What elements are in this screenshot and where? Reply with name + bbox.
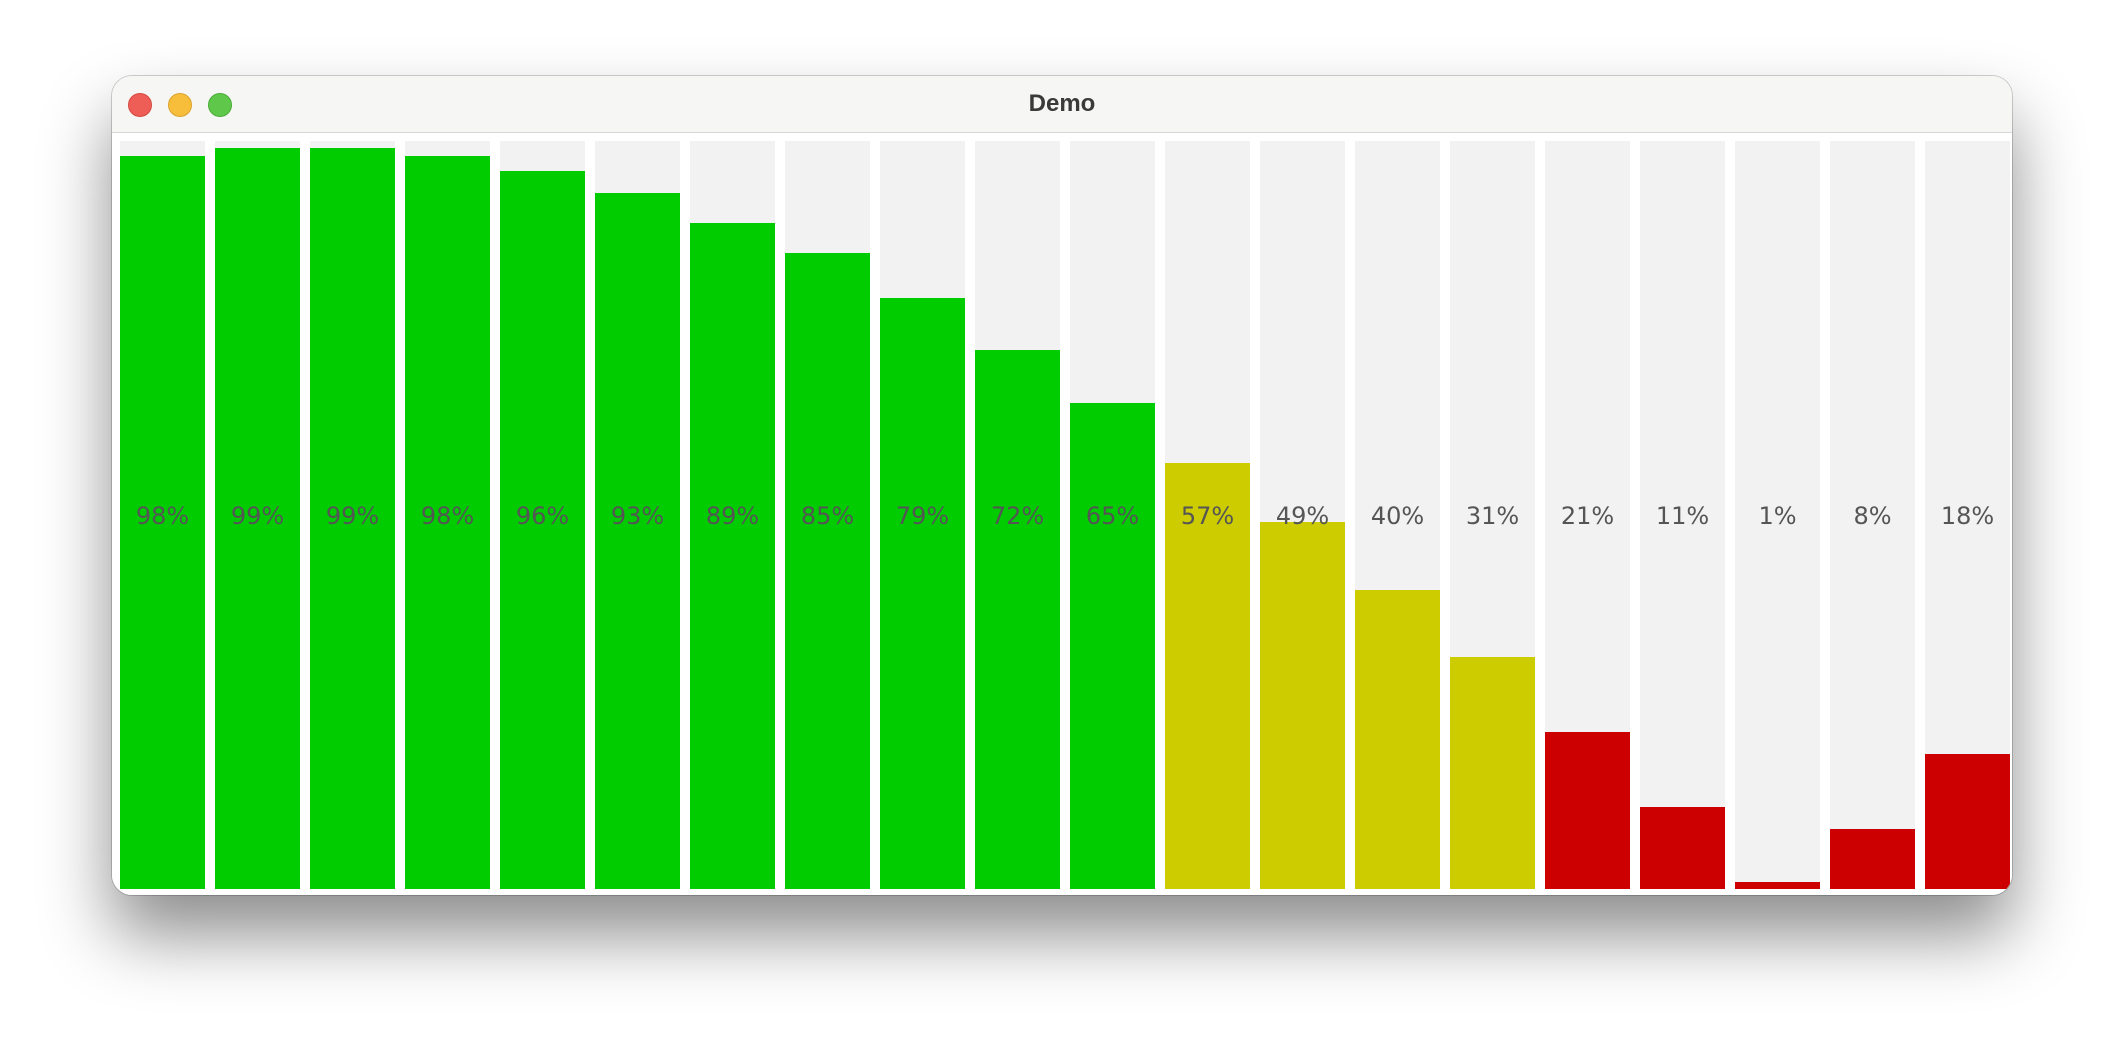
bar-fill: [785, 253, 870, 889]
bar-column: 57%: [1165, 141, 1250, 889]
bar-column: 31%: [1450, 141, 1535, 889]
bar-fill: [120, 156, 205, 889]
bar-column: 65%: [1070, 141, 1155, 889]
bar-percent-label: 40%: [1370, 502, 1425, 530]
bar-fill: [1355, 590, 1440, 889]
window-title: Demo: [1028, 90, 1096, 117]
bar-column: 99%: [310, 141, 395, 889]
bar-column: 98%: [120, 141, 205, 889]
bar-fill: [500, 171, 585, 889]
bar-fill: [215, 148, 300, 889]
bar-fill: [1640, 807, 1725, 889]
bar-percent-label: 72%: [990, 502, 1045, 530]
bar-percent-label: 99%: [325, 502, 380, 530]
bar-percent-label: 93%: [610, 502, 665, 530]
bar-percent-label: 98%: [420, 502, 475, 530]
bar-percent-label: 85%: [800, 502, 855, 530]
bar-column: 8%: [1830, 141, 1915, 889]
bar-fill: [1925, 754, 2010, 889]
bar-percent-label: 1%: [1758, 502, 1797, 530]
bar-fill: [880, 298, 965, 889]
bar-column: 98%: [405, 141, 490, 889]
bar-column: 40%: [1355, 141, 1440, 889]
bar-fill: [1070, 403, 1155, 889]
bar-column: 21%: [1545, 141, 1630, 889]
bar-percent-label: 99%: [230, 502, 285, 530]
bar-fill: [405, 156, 490, 889]
bar-percent-label: 49%: [1275, 502, 1330, 530]
bar-fill: [1735, 882, 1820, 889]
bar-column: 96%: [500, 141, 585, 889]
demo-window: Demo 98% 99% 99% 98% 96% 93% 89% 85% 79% 72% 65% 57…: [112, 76, 2012, 895]
bar-column: 79%: [880, 141, 965, 889]
bar-column: 99%: [215, 141, 300, 889]
bar-fill: [1545, 732, 1630, 889]
bar-fill: [1260, 522, 1345, 889]
bar-percent-label: 57%: [1180, 502, 1235, 530]
bar-column: 18%: [1925, 141, 2010, 889]
bar-percent-label: 79%: [895, 502, 950, 530]
zoom-window-button[interactable]: [208, 93, 232, 117]
bar-percent-label: 21%: [1560, 502, 1615, 530]
title-bar[interactable]: Demo: [112, 76, 2012, 133]
bar-column: 1%: [1735, 141, 1820, 889]
bar-fill: [595, 193, 680, 889]
bar-percent-label: 89%: [705, 502, 760, 530]
bar-percent-label: 31%: [1465, 502, 1520, 530]
bar-fill: [1450, 657, 1535, 889]
bar-percent-label: 11%: [1655, 502, 1710, 530]
bar-column: 85%: [785, 141, 870, 889]
bar-percent-label: 18%: [1940, 502, 1995, 530]
bar-fill: [975, 350, 1060, 889]
bar-percent-label: 96%: [515, 502, 570, 530]
bar-fill: [310, 148, 395, 889]
bar-percent-label: 65%: [1085, 502, 1140, 530]
bar-column: 89%: [690, 141, 775, 889]
bar-meter-panel: 98% 99% 99% 98% 96% 93% 89% 85% 79% 72% 65% 57% 49% 4…: [112, 133, 2012, 895]
bar-column: 72%: [975, 141, 1060, 889]
bar-percent-label: 8%: [1853, 502, 1892, 530]
bar-fill: [1830, 829, 1915, 889]
minimize-window-button[interactable]: [168, 93, 192, 117]
bar-fill: [690, 223, 775, 889]
bar-column: 93%: [595, 141, 680, 889]
bar-percent-label: 98%: [135, 502, 190, 530]
bar-fill: [1165, 463, 1250, 889]
close-window-button[interactable]: [128, 93, 152, 117]
bar-column: 49%: [1260, 141, 1345, 889]
bar-column: 11%: [1640, 141, 1725, 889]
